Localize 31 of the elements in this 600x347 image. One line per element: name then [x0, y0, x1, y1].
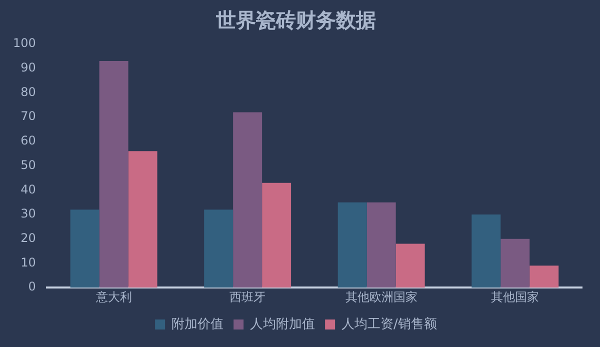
- y-tick-label: 70: [20, 109, 36, 124]
- bar: [472, 214, 501, 288]
- bar: [233, 112, 262, 288]
- y-tick-label: 100: [13, 36, 36, 50]
- y-tick-label: 10: [20, 255, 36, 270]
- bar: [204, 210, 234, 288]
- y-tick-label: 20: [20, 231, 36, 246]
- x-tick-label: 西班牙: [230, 290, 266, 304]
- bar: [99, 61, 128, 288]
- bar: [338, 202, 367, 288]
- legend-label: 人均工资/销售额: [342, 316, 437, 332]
- x-tick-label: 其他国家: [491, 290, 540, 304]
- x-tick-label: 意大利: [94, 290, 132, 304]
- bar: [70, 210, 100, 288]
- y-tick-label: 40: [20, 182, 36, 196]
- y-tick-label: 60: [20, 134, 36, 148]
- x-tick-label: 其他欧洲国家: [345, 290, 418, 304]
- y-tick-label: 0: [28, 280, 36, 294]
- y-tick-label: 80: [20, 84, 36, 99]
- chart-title: 世界瓷砖财务数据: [215, 8, 376, 32]
- legend-label: 附加价值: [172, 316, 224, 332]
- bar: [366, 202, 396, 288]
- bar: [396, 244, 425, 288]
- bar: [128, 151, 158, 288]
- bar: [262, 182, 292, 288]
- y-tick-label: 30: [20, 206, 36, 221]
- y-tick-label: 90: [20, 60, 36, 74]
- y-tick-label: 50: [20, 158, 36, 172]
- bar: [530, 266, 559, 288]
- bar: [500, 238, 530, 288]
- legend-label: 人均附加值: [250, 316, 316, 332]
